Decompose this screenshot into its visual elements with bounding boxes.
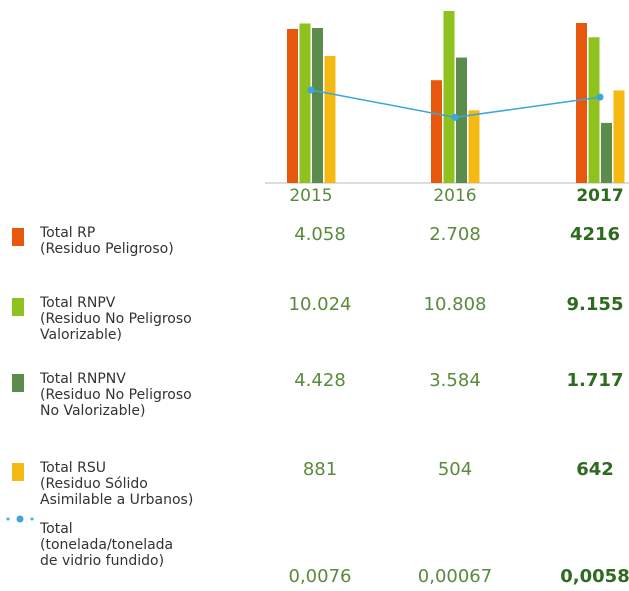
legend-swatch <box>12 374 24 392</box>
bar <box>588 37 600 184</box>
legend-description: (Residuo No Peligroso <box>40 311 192 327</box>
value-label: 9.155 <box>567 294 624 315</box>
value-label: 2.708 <box>429 224 481 245</box>
value-label: 504 <box>438 459 472 480</box>
point <box>451 113 459 121</box>
bar <box>324 56 336 183</box>
legend-dot <box>16 515 24 523</box>
legend-swatch <box>12 463 24 481</box>
bar <box>287 28 298 184</box>
legend-swatch <box>12 228 24 246</box>
value-label: 4.428 <box>294 370 346 391</box>
x-tick-label: 2017 <box>576 186 623 206</box>
value-label: 881 <box>303 459 337 480</box>
point <box>307 86 315 94</box>
legend-description: (Residuo Peligroso) <box>40 241 174 257</box>
legend-name: Total RP <box>39 225 95 241</box>
value-label: 1.717 <box>567 370 624 391</box>
bar <box>613 90 625 183</box>
bar <box>299 23 311 183</box>
legend-description: No Valorizable) <box>40 403 145 419</box>
legend-description: Valorizable) <box>40 327 122 343</box>
legend-name: Total <box>39 521 73 537</box>
legend-description: (tonelada/tonelada <box>40 537 173 553</box>
value-label: 3.584 <box>429 370 481 391</box>
legend-name: Total RNPNV <box>39 371 126 387</box>
legend-description: Asimilable a Urbanos) <box>40 492 193 508</box>
legend-swatch <box>12 298 24 316</box>
x-tick-label: 2015 <box>289 186 332 206</box>
legend-description: (Residuo No Peligroso <box>40 387 192 403</box>
legend-description: (Residuo Sólido <box>40 476 148 492</box>
legend-name: Total RSU <box>39 460 106 476</box>
value-label: 10.808 <box>424 294 487 315</box>
legend-name: Total RNPV <box>39 295 116 311</box>
value-label: 4.058 <box>294 224 346 245</box>
bar <box>576 23 587 183</box>
value-label: 10.024 <box>289 294 352 315</box>
value-label: 0,0076 <box>289 566 352 587</box>
point <box>596 93 604 101</box>
bar <box>468 110 480 183</box>
value-label: 4216 <box>570 224 620 245</box>
bar <box>456 57 467 184</box>
bar <box>601 122 612 183</box>
bar <box>431 80 442 183</box>
bar <box>312 28 323 183</box>
legend-dot <box>30 517 34 521</box>
value-label: 0,0058 <box>560 566 629 587</box>
legend-description: de vidrio fundido) <box>40 553 164 569</box>
x-tick-label: 2016 <box>433 186 476 206</box>
bar <box>443 11 455 183</box>
line <box>310 89 601 119</box>
value-label: 642 <box>576 459 614 480</box>
legend-dot <box>6 517 10 521</box>
value-label: 0,00067 <box>418 566 492 587</box>
